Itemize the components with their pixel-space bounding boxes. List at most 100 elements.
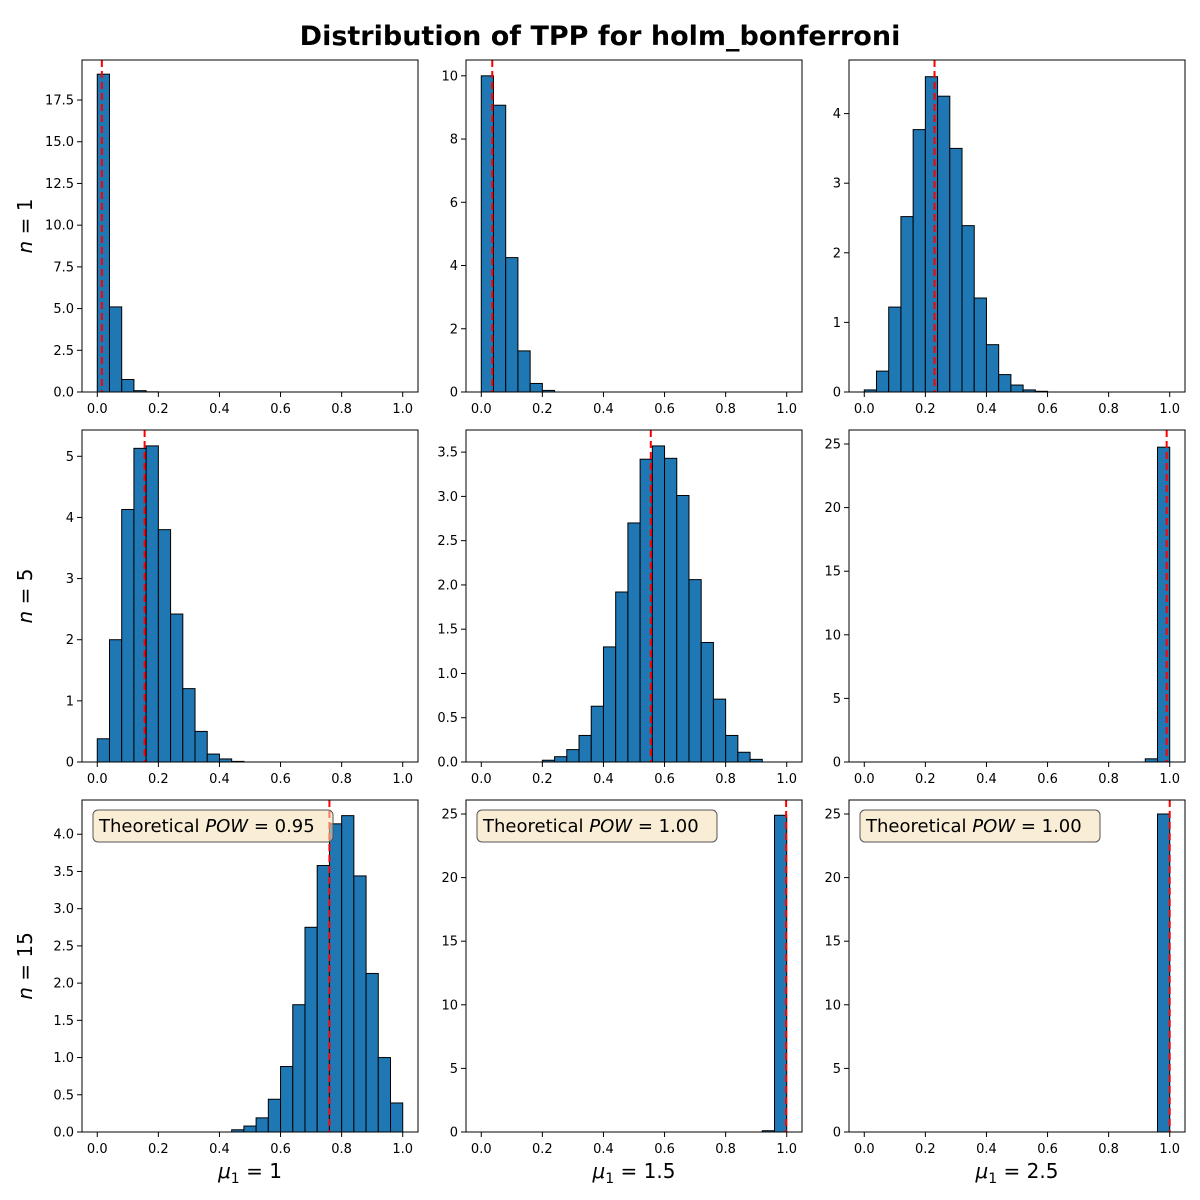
y-tick-label: 0 bbox=[450, 386, 458, 401]
x-tick-label: 0.4 bbox=[209, 402, 230, 417]
y-tick-label: 3.5 bbox=[53, 865, 74, 880]
x-tick-label: 0.6 bbox=[1037, 772, 1058, 787]
y-tick-label: 0.5 bbox=[53, 1088, 74, 1103]
histogram-bar bbox=[900, 216, 914, 393]
x-tick-label: 0.0 bbox=[87, 1142, 108, 1157]
panels: 0.0 0.2 0.4 0.6 0.8 1.00.02.55.07.510.012.515… bbox=[13, 59, 1186, 1187]
histogram-bar bbox=[1010, 384, 1024, 393]
x-tick-label: 0.6 bbox=[654, 1142, 675, 1157]
histogram-bar bbox=[377, 1057, 392, 1133]
panel-r0-c0: 0.0 0.2 0.4 0.6 0.8 1.0 0.0 2.5 5.0 7.5 10.0 12.5 15… bbox=[45, 59, 419, 417]
y-tick-label: 2 bbox=[450, 322, 458, 337]
histogram-bar bbox=[108, 639, 123, 763]
y-tick-label: 0.0 bbox=[53, 1126, 74, 1141]
histogram-bar bbox=[676, 495, 690, 763]
y-tick-label: 0.0 bbox=[53, 386, 74, 401]
histogram-bar bbox=[304, 926, 318, 1133]
x-tick-label: 0.8 bbox=[1098, 1142, 1119, 1157]
histogram-bar bbox=[390, 1102, 404, 1133]
histogram-bar bbox=[664, 457, 678, 763]
annotation-text: Theoretical POW = 1.00 bbox=[482, 816, 699, 837]
axes-frame bbox=[81, 59, 419, 393]
x-tick-label: 0.2 bbox=[532, 1142, 553, 1157]
axes-frame bbox=[465, 429, 803, 763]
y-tick-label: 3.5 bbox=[437, 446, 458, 461]
panel-r0-c1: 0.0 0.2 0.4 0.6 0.8 1.0 0 2 4 6 8 10 bbox=[441, 59, 803, 417]
histogram-bar bbox=[554, 756, 568, 763]
x-tick-label: 0.6 bbox=[270, 402, 291, 417]
axes-frame bbox=[81, 429, 419, 763]
y-tick-label: 10 bbox=[824, 998, 841, 1013]
panel-r2-c2: 0.0 0.2 0.4 0.6 0.8 1.0 0 5 10 15 20 25 Theoretical … bbox=[824, 799, 1186, 1157]
histogram-bar bbox=[688, 579, 702, 763]
x-tick-label: 0.8 bbox=[1098, 402, 1119, 417]
annotation-box bbox=[92, 809, 334, 843]
histogram-bar bbox=[145, 445, 159, 763]
x-tick-label: 0.6 bbox=[270, 1142, 291, 1157]
histogram-bar bbox=[517, 350, 531, 393]
histogram-bar bbox=[998, 374, 1012, 393]
histogram-bar bbox=[316, 865, 330, 1133]
histogram-bar bbox=[280, 1065, 294, 1133]
histogram-bar bbox=[170, 613, 184, 763]
x-tick-label: 0.0 bbox=[471, 402, 492, 417]
histogram-bar bbox=[353, 875, 367, 1133]
x-tick-label: 0.0 bbox=[471, 1142, 492, 1157]
x-tick-label: 0.6 bbox=[654, 402, 675, 417]
y-tick-label: 20 bbox=[824, 501, 841, 516]
col-label: μ1 = 1 bbox=[217, 1159, 282, 1187]
histogram-bar bbox=[328, 823, 343, 1133]
x-tick-label: 0.8 bbox=[331, 772, 352, 787]
y-tick-label: 3.0 bbox=[437, 490, 458, 505]
histogram-bar bbox=[700, 641, 714, 763]
chart-title: Distribution of TPP for holm_bonferroni bbox=[300, 21, 901, 52]
x-tick-label: 1.0 bbox=[776, 402, 797, 417]
y-tick-label: 2.5 bbox=[53, 939, 74, 954]
annotation-box bbox=[859, 809, 1101, 843]
y-tick-label: 1 bbox=[66, 694, 74, 709]
y-tick-label: 5 bbox=[833, 1062, 841, 1077]
x-tick-label: 0.0 bbox=[854, 772, 875, 787]
row-label: n = 1 bbox=[13, 199, 37, 254]
axes-frame bbox=[465, 59, 803, 393]
x-tick-label: 0.2 bbox=[915, 772, 936, 787]
x-tick-label: 0.4 bbox=[209, 1142, 230, 1157]
x-tick-label: 0.8 bbox=[715, 402, 736, 417]
y-tick-label: 2.5 bbox=[437, 534, 458, 549]
histogram-bar bbox=[243, 1125, 257, 1133]
x-tick-label: 0.2 bbox=[148, 1142, 169, 1157]
panel-r1-c1: 0.0 0.2 0.4 0.6 0.8 1.0 0.0 0.5 1.0 1.5 2.0 2.5 3.0 3… bbox=[437, 429, 803, 787]
y-tick-label: 3 bbox=[66, 572, 74, 587]
panel-r1-c0: 0.0 0.2 0.4 0.6 0.8 1.0 0 1 2 3 4 5 bbox=[66, 429, 419, 787]
histogram-bar bbox=[194, 730, 208, 763]
y-tick-label: 15 bbox=[441, 935, 458, 950]
x-tick-label: 0.4 bbox=[209, 772, 230, 787]
x-tick-label: 0.0 bbox=[87, 772, 108, 787]
x-tick-label: 1.0 bbox=[392, 402, 413, 417]
y-tick-label: 0.0 bbox=[437, 756, 458, 771]
x-tick-label: 1.0 bbox=[776, 772, 797, 787]
histogram-bar bbox=[937, 95, 951, 393]
histogram-bar bbox=[725, 734, 739, 763]
col-label: μ1 = 2.5 bbox=[975, 1159, 1059, 1187]
y-tick-label: 2.5 bbox=[53, 344, 74, 359]
y-tick-label: 15.0 bbox=[45, 135, 74, 150]
y-tick-label: 5 bbox=[66, 450, 74, 465]
axes-frame bbox=[848, 429, 1186, 763]
col-label: μ1 = 1.5 bbox=[592, 1159, 676, 1187]
row-label: n = 15 bbox=[13, 932, 37, 1000]
panel-r2-c1: 0.0 0.2 0.4 0.6 0.8 1.0 0 5 10 15 20 25 Theoretical … bbox=[441, 799, 803, 1157]
y-tick-label: 4 bbox=[833, 107, 841, 122]
x-tick-label: 0.6 bbox=[270, 772, 291, 787]
y-tick-label: 4.0 bbox=[53, 828, 74, 843]
x-tick-label: 0.0 bbox=[471, 772, 492, 787]
histogram-bar bbox=[602, 646, 617, 763]
y-tick-label: 10.0 bbox=[45, 219, 74, 234]
y-tick-label: 0.5 bbox=[437, 711, 458, 726]
y-tick-label: 2 bbox=[833, 246, 841, 261]
histogram-bar bbox=[737, 751, 751, 763]
axes-frame bbox=[81, 799, 419, 1133]
x-tick-label: 0.8 bbox=[715, 1142, 736, 1157]
histogram-bar bbox=[712, 698, 727, 763]
